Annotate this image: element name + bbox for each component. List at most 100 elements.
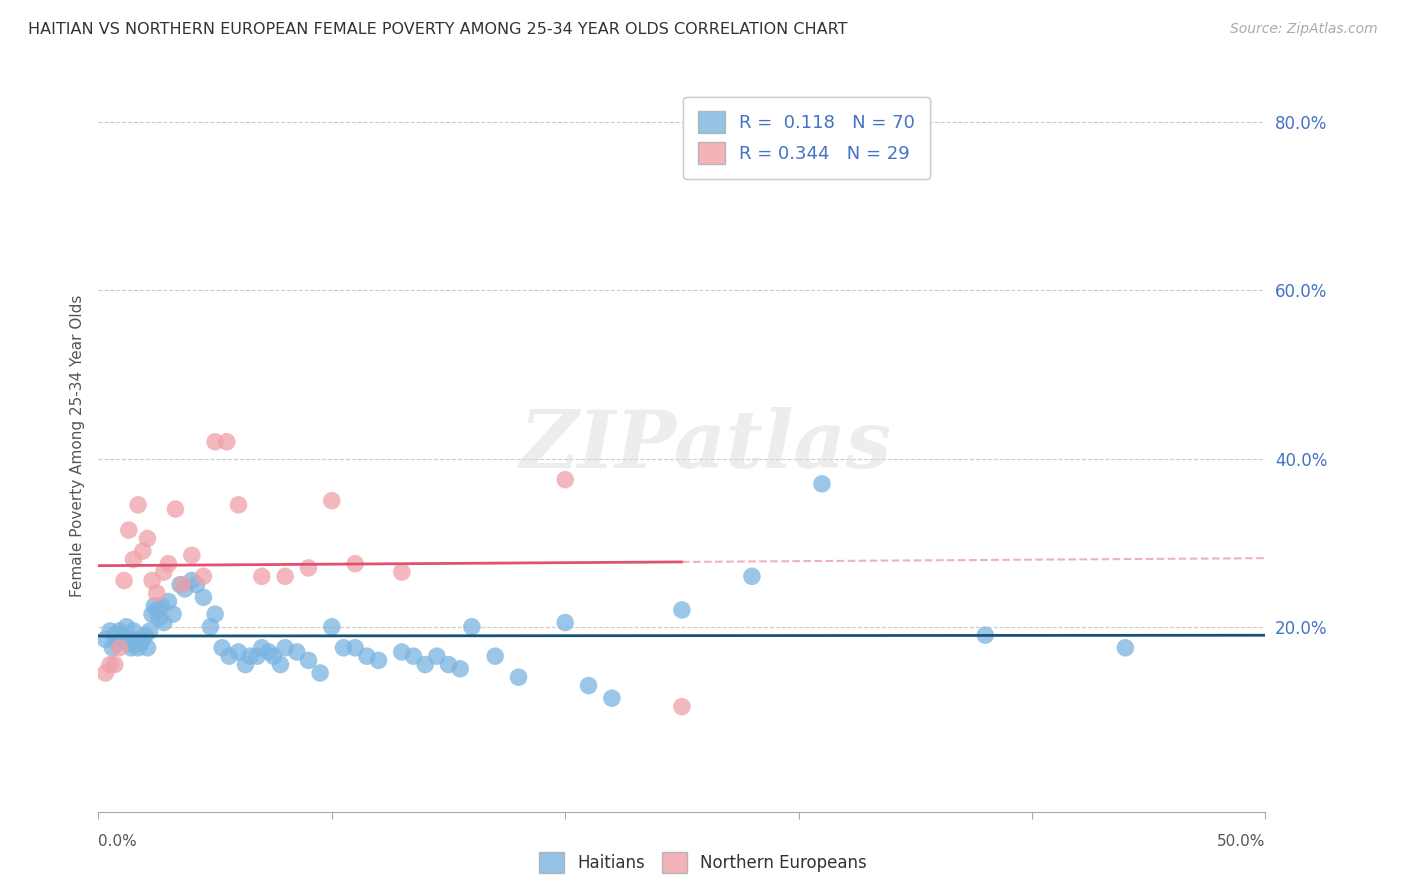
Point bbox=[356, 649, 378, 664]
Point bbox=[118, 636, 141, 650]
Point bbox=[186, 578, 208, 592]
Point bbox=[157, 594, 180, 608]
Point bbox=[136, 532, 159, 546]
Point bbox=[98, 624, 121, 638]
Point bbox=[129, 636, 152, 650]
Point bbox=[218, 649, 240, 664]
Point bbox=[391, 645, 413, 659]
Point bbox=[112, 632, 135, 647]
Legend: R =  0.118   N = 70, R = 0.344   N = 29: R = 0.118 N = 70, R = 0.344 N = 29 bbox=[683, 96, 929, 178]
Point bbox=[141, 607, 163, 622]
Point bbox=[172, 578, 194, 592]
Point bbox=[169, 578, 191, 592]
Point bbox=[165, 502, 187, 516]
Point bbox=[146, 603, 169, 617]
Point bbox=[974, 628, 997, 642]
Point bbox=[228, 645, 250, 659]
Point bbox=[508, 670, 530, 684]
Point bbox=[235, 657, 257, 672]
Point bbox=[285, 645, 308, 659]
Text: 50.0%: 50.0% bbox=[1218, 834, 1265, 849]
Point bbox=[200, 620, 222, 634]
Point bbox=[112, 574, 135, 588]
Point bbox=[391, 565, 413, 579]
Point bbox=[239, 649, 262, 664]
Point bbox=[461, 620, 484, 634]
Point bbox=[578, 679, 600, 693]
Point bbox=[94, 632, 117, 647]
Point bbox=[671, 603, 693, 617]
Point bbox=[297, 561, 319, 575]
Point bbox=[1114, 640, 1136, 655]
Point bbox=[413, 657, 436, 672]
Point bbox=[132, 544, 155, 558]
Point bbox=[108, 640, 131, 655]
Point bbox=[136, 640, 159, 655]
Point bbox=[671, 699, 693, 714]
Point bbox=[180, 549, 202, 563]
Point bbox=[204, 434, 226, 449]
Point bbox=[484, 649, 506, 664]
Point bbox=[228, 498, 250, 512]
Point bbox=[180, 574, 202, 588]
Point bbox=[122, 624, 145, 638]
Point bbox=[250, 569, 273, 583]
Point bbox=[127, 498, 149, 512]
Point bbox=[741, 569, 763, 583]
Point bbox=[193, 569, 215, 583]
Point bbox=[157, 557, 180, 571]
Point bbox=[104, 628, 127, 642]
Point bbox=[811, 476, 834, 491]
Point bbox=[246, 649, 269, 664]
Point bbox=[426, 649, 449, 664]
Text: ZIPatlas: ZIPatlas bbox=[519, 408, 891, 484]
Point bbox=[152, 615, 174, 630]
Point bbox=[139, 624, 162, 638]
Point bbox=[101, 640, 124, 655]
Point bbox=[204, 607, 226, 622]
Point bbox=[120, 640, 142, 655]
Point bbox=[105, 636, 128, 650]
Point bbox=[554, 615, 576, 630]
Point bbox=[250, 640, 273, 655]
Point bbox=[297, 653, 319, 667]
Point bbox=[402, 649, 425, 664]
Point bbox=[152, 565, 174, 579]
Point bbox=[344, 557, 367, 571]
Point bbox=[148, 611, 170, 625]
Point bbox=[125, 632, 148, 647]
Point bbox=[146, 586, 169, 600]
Point bbox=[600, 691, 623, 706]
Point bbox=[94, 665, 117, 680]
Point bbox=[321, 620, 343, 634]
Point bbox=[98, 657, 121, 672]
Legend: Haitians, Northern Europeans: Haitians, Northern Europeans bbox=[533, 846, 873, 880]
Text: Source: ZipAtlas.com: Source: ZipAtlas.com bbox=[1230, 22, 1378, 37]
Point bbox=[309, 665, 332, 680]
Y-axis label: Female Poverty Among 25-34 Year Olds: Female Poverty Among 25-34 Year Olds bbox=[69, 295, 84, 597]
Point bbox=[143, 599, 166, 613]
Point bbox=[111, 628, 134, 642]
Point bbox=[321, 493, 343, 508]
Point bbox=[262, 649, 284, 664]
Point bbox=[344, 640, 367, 655]
Point bbox=[115, 620, 138, 634]
Point bbox=[257, 645, 280, 659]
Point bbox=[134, 628, 156, 642]
Point bbox=[437, 657, 460, 672]
Point bbox=[118, 523, 141, 537]
Point bbox=[449, 662, 471, 676]
Point bbox=[108, 624, 131, 638]
Point bbox=[104, 657, 127, 672]
Point bbox=[332, 640, 354, 655]
Point bbox=[173, 582, 195, 596]
Point bbox=[141, 574, 163, 588]
Point bbox=[367, 653, 389, 667]
Point bbox=[269, 657, 291, 672]
Point bbox=[211, 640, 233, 655]
Text: 0.0%: 0.0% bbox=[98, 834, 138, 849]
Point bbox=[215, 434, 238, 449]
Point bbox=[150, 599, 173, 613]
Point bbox=[132, 632, 155, 647]
Text: HAITIAN VS NORTHERN EUROPEAN FEMALE POVERTY AMONG 25-34 YEAR OLDS CORRELATION CH: HAITIAN VS NORTHERN EUROPEAN FEMALE POVE… bbox=[28, 22, 848, 37]
